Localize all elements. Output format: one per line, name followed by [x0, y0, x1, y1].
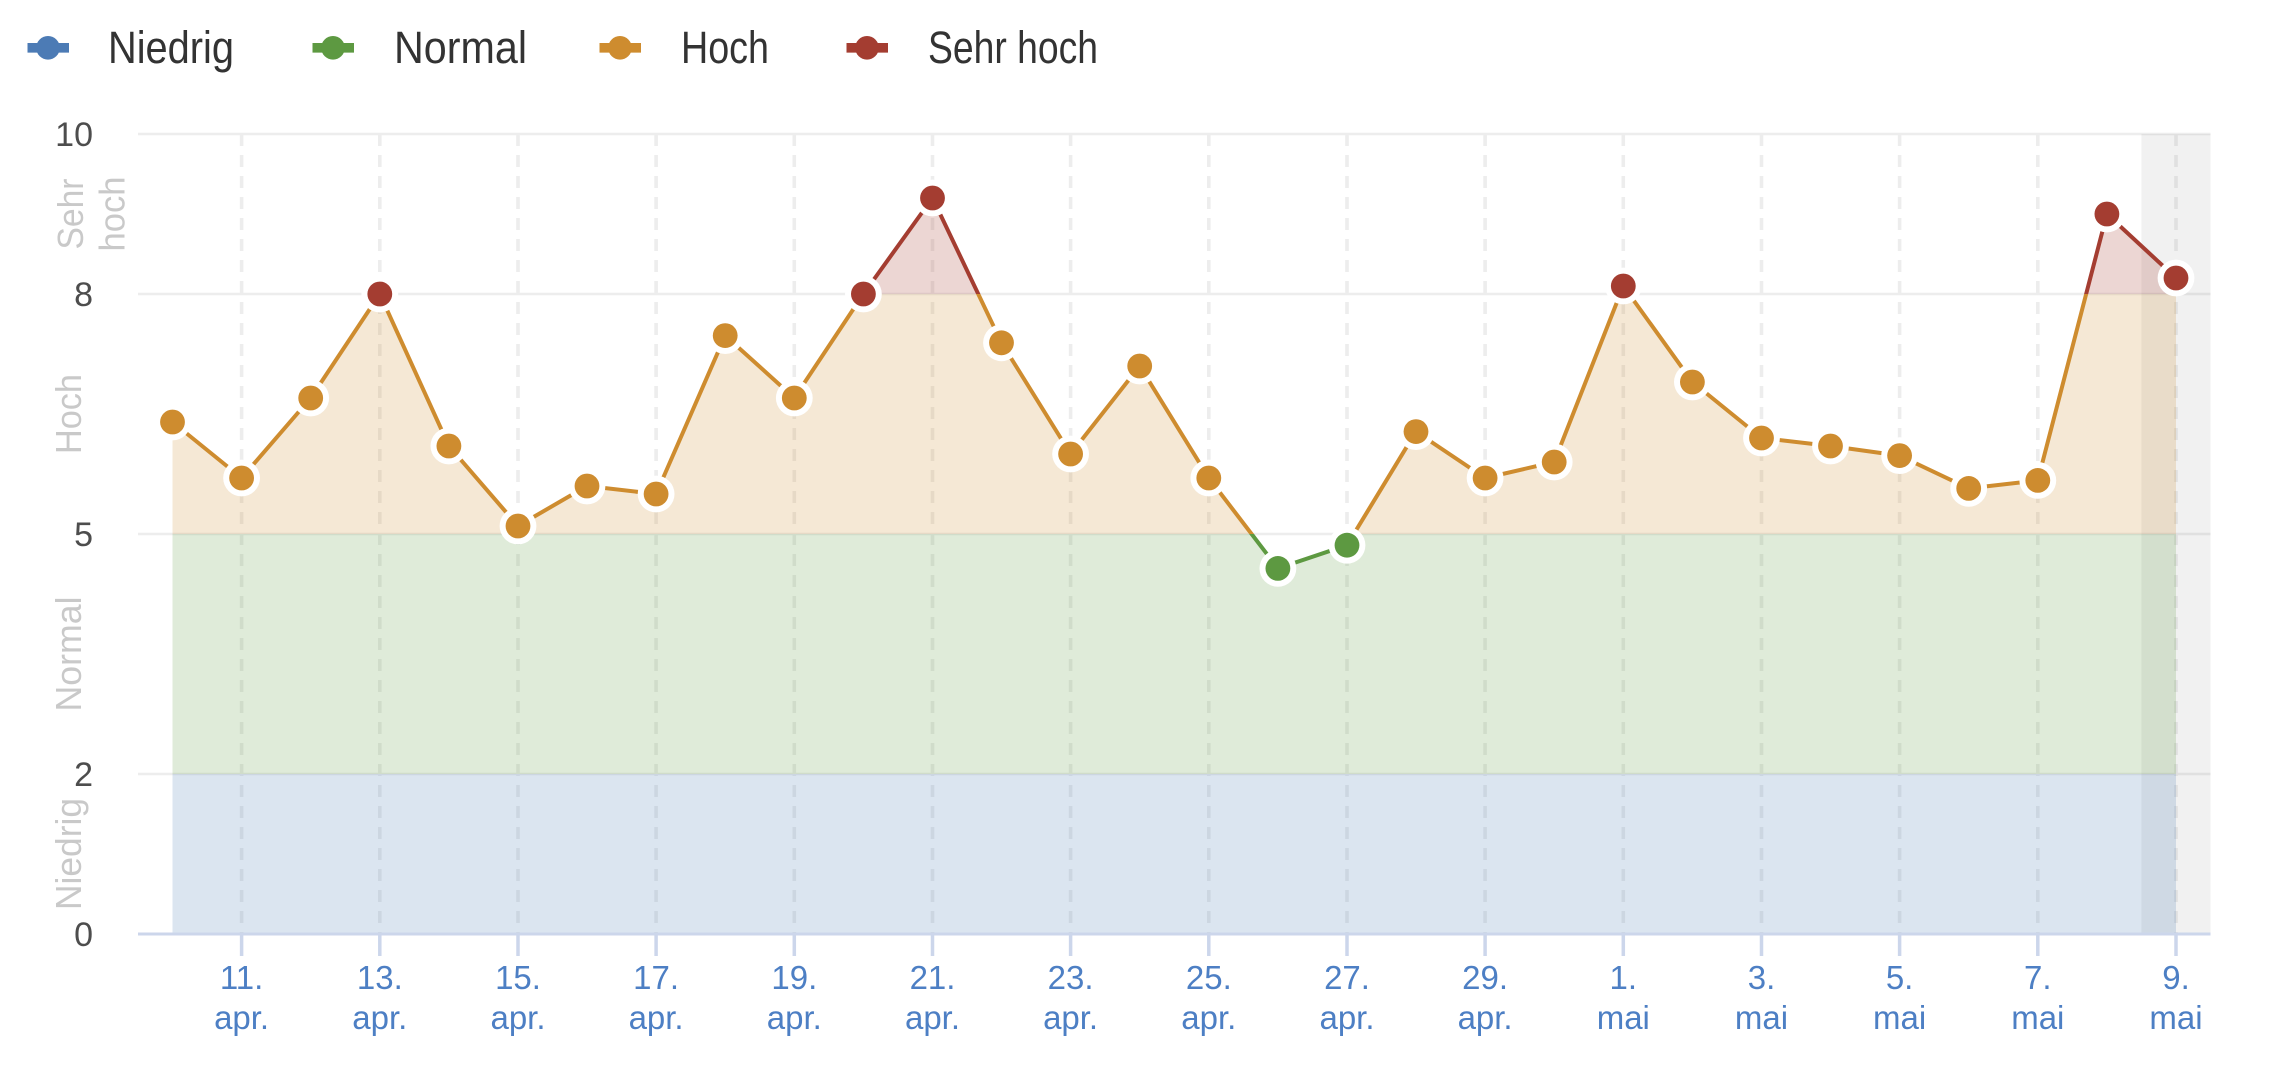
- svg-text:19.: 19.: [771, 959, 817, 996]
- svg-text:Sehrhoch: Sehrhoch: [50, 177, 133, 252]
- svg-text:25.: 25.: [1186, 959, 1232, 996]
- svg-text:0: 0: [74, 916, 93, 954]
- svg-text:apr.: apr.: [352, 999, 407, 1036]
- svg-text:mai: mai: [1735, 999, 1788, 1036]
- svg-text:5.: 5.: [1886, 959, 1914, 996]
- svg-text:2: 2: [74, 756, 93, 794]
- svg-text:13.: 13.: [357, 959, 403, 996]
- svg-text:Normal: Normal: [48, 597, 89, 712]
- svg-text:mai: mai: [2149, 999, 2202, 1036]
- svg-text:apr.: apr.: [490, 999, 545, 1036]
- svg-text:Niedrig: Niedrig: [108, 22, 234, 73]
- svg-text:9.: 9.: [2162, 959, 2190, 996]
- svg-text:15.: 15.: [495, 959, 541, 996]
- svg-text:apr.: apr.: [905, 999, 960, 1036]
- svg-text:mai: mai: [2011, 999, 2064, 1036]
- svg-text:apr.: apr.: [1319, 999, 1374, 1036]
- svg-text:21.: 21.: [910, 959, 956, 996]
- svg-text:7.: 7.: [2024, 959, 2052, 996]
- svg-text:27.: 27.: [1324, 959, 1370, 996]
- svg-text:Hoch: Hoch: [681, 22, 769, 73]
- svg-text:mai: mai: [1873, 999, 1926, 1036]
- svg-text:11.: 11.: [220, 959, 263, 996]
- svg-text:10: 10: [55, 116, 93, 154]
- svg-text:Niedrig: Niedrig: [48, 798, 89, 910]
- svg-text:apr.: apr.: [1181, 999, 1236, 1036]
- svg-text:apr.: apr.: [1043, 999, 1098, 1036]
- svg-text:3.: 3.: [1748, 959, 1776, 996]
- svg-text:1.: 1.: [1610, 959, 1638, 996]
- svg-text:apr.: apr.: [629, 999, 684, 1036]
- svg-text:5: 5: [74, 516, 93, 554]
- svg-text:apr.: apr.: [767, 999, 822, 1036]
- svg-text:Hoch: Hoch: [48, 374, 89, 454]
- svg-text:Normal: Normal: [394, 22, 527, 73]
- svg-text:mai: mai: [1597, 999, 1650, 1036]
- svg-text:17.: 17.: [633, 959, 679, 996]
- svg-text:apr.: apr.: [1458, 999, 1513, 1036]
- svg-text:apr.: apr.: [214, 999, 269, 1036]
- svg-text:8: 8: [74, 276, 93, 314]
- svg-text:23.: 23.: [1048, 959, 1094, 996]
- svg-text:29.: 29.: [1462, 959, 1508, 996]
- svg-text:Sehr hoch: Sehr hoch: [928, 22, 1098, 73]
